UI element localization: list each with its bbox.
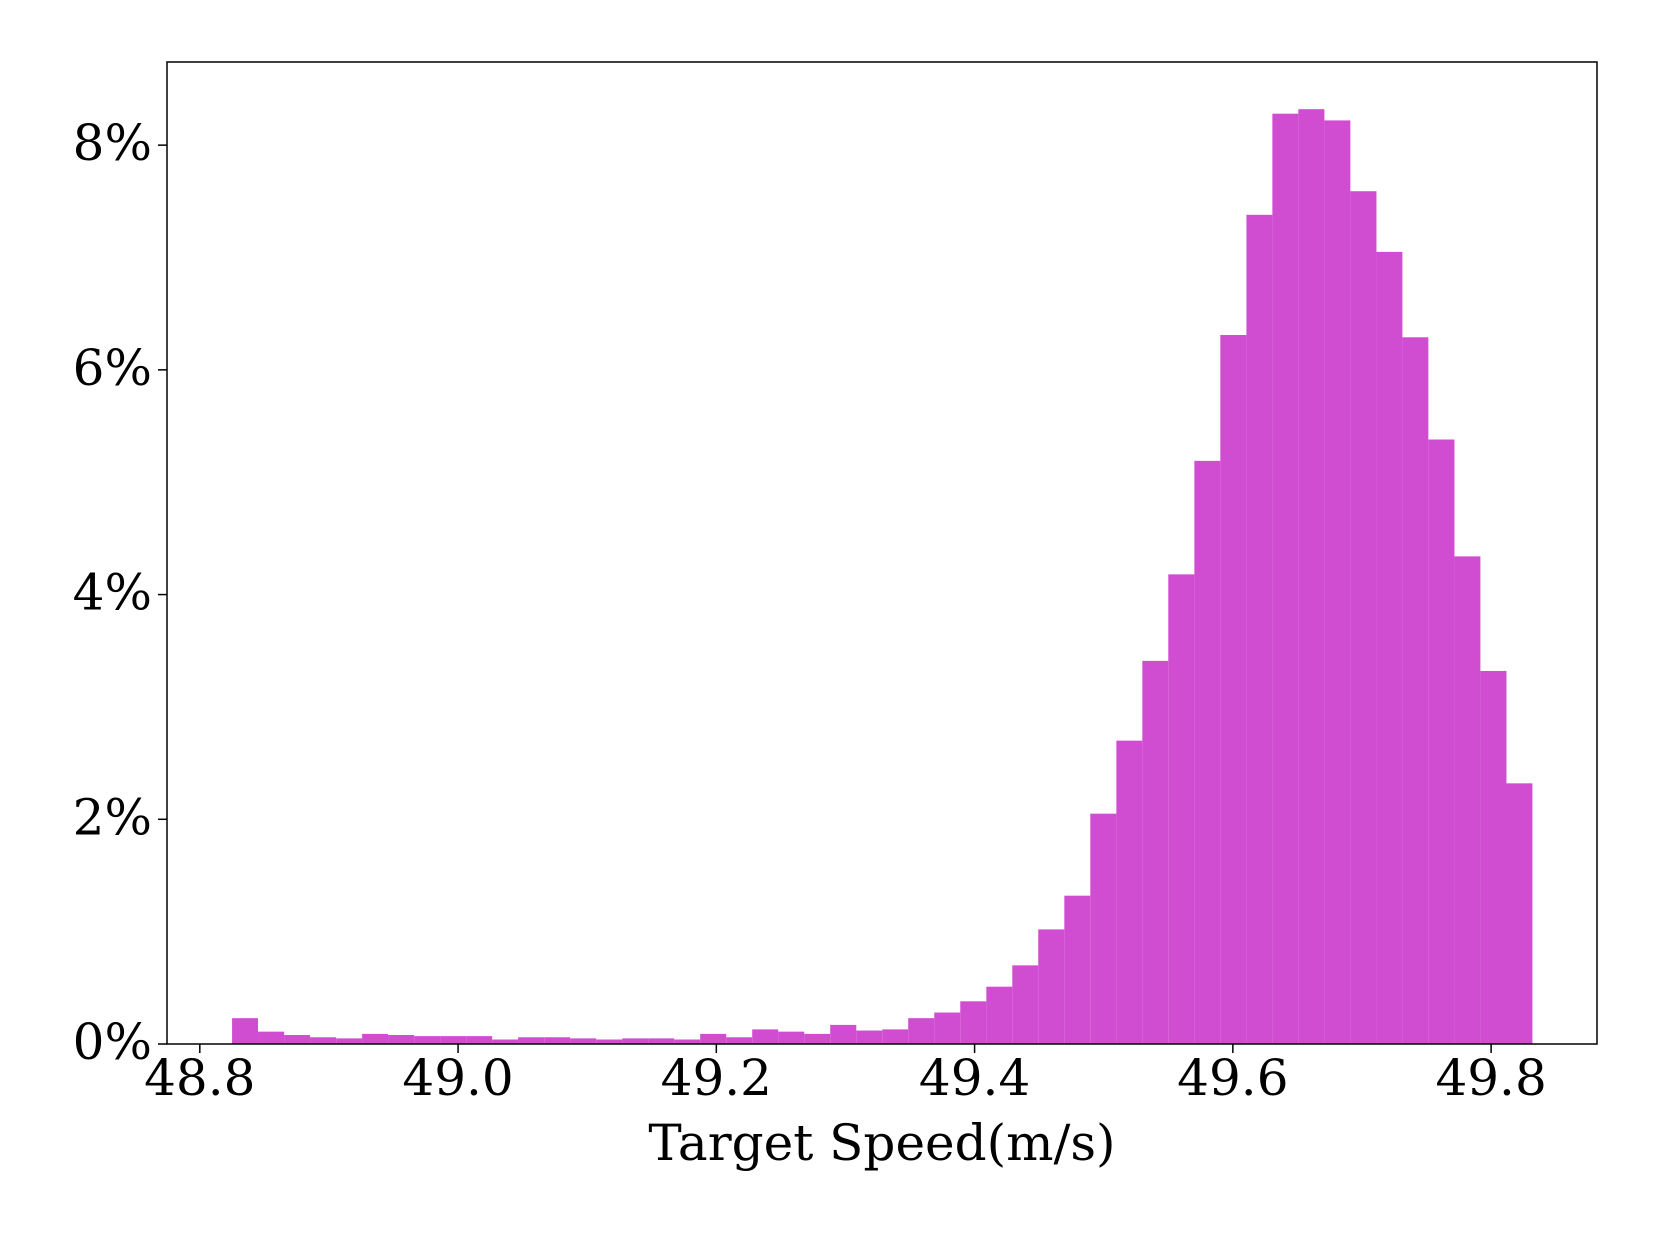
bar xyxy=(856,1030,883,1044)
bar xyxy=(336,1038,363,1044)
bar xyxy=(830,1024,857,1044)
bar xyxy=(1168,574,1195,1044)
bar xyxy=(1012,965,1039,1044)
bar xyxy=(1376,251,1403,1044)
bar xyxy=(1142,660,1169,1044)
bar xyxy=(1064,895,1091,1044)
bar xyxy=(1272,113,1299,1045)
bar xyxy=(232,1018,259,1044)
bar xyxy=(1298,109,1325,1044)
bar xyxy=(778,1031,805,1044)
bar xyxy=(1428,439,1455,1045)
bar xyxy=(804,1033,831,1044)
bar xyxy=(414,1036,441,1044)
bar xyxy=(882,1029,909,1044)
bar xyxy=(986,986,1013,1044)
x-tick-label: 49.8 xyxy=(1435,1049,1546,1107)
plot-frame xyxy=(166,61,1598,1045)
y-tick-label: 6% xyxy=(73,339,152,397)
y-tick-label: 2% xyxy=(73,788,152,846)
x-tick-label: 49.0 xyxy=(402,1049,513,1107)
bar xyxy=(1194,460,1221,1044)
y-tick-label: 0% xyxy=(73,1013,152,1071)
y-tick-label: 4% xyxy=(73,564,152,622)
bar xyxy=(908,1018,935,1044)
bar xyxy=(674,1039,701,1044)
bar xyxy=(258,1031,285,1044)
bar xyxy=(284,1035,311,1044)
bar xyxy=(596,1039,623,1044)
bar xyxy=(1402,337,1429,1044)
bar xyxy=(1116,740,1143,1044)
bar xyxy=(570,1038,597,1044)
bar xyxy=(752,1029,779,1044)
bar xyxy=(362,1033,389,1044)
bar xyxy=(934,1012,961,1044)
bar xyxy=(1090,813,1117,1044)
bar xyxy=(310,1037,337,1044)
y-tick-label: 8% xyxy=(73,114,152,172)
bar xyxy=(544,1037,571,1044)
x-tick-label: 48.8 xyxy=(144,1049,255,1107)
bar xyxy=(1220,335,1247,1044)
bar xyxy=(440,1036,467,1044)
x-tick-label: 49.2 xyxy=(661,1049,772,1107)
bar xyxy=(1350,191,1377,1045)
bar xyxy=(960,1001,987,1044)
bar xyxy=(622,1038,649,1044)
bar xyxy=(1038,929,1065,1044)
bar xyxy=(726,1037,753,1044)
bar xyxy=(700,1033,727,1044)
bar xyxy=(388,1035,415,1044)
bar xyxy=(466,1036,493,1044)
bar xyxy=(492,1039,519,1044)
bar xyxy=(1480,670,1507,1044)
x-axis-label: Target Speed(m/s) xyxy=(648,1114,1115,1172)
x-tick-label: 49.6 xyxy=(1177,1049,1288,1107)
bar xyxy=(648,1038,675,1044)
bar xyxy=(1506,783,1533,1044)
x-tick-label: 49.4 xyxy=(919,1049,1030,1107)
bar xyxy=(1454,556,1481,1044)
bar xyxy=(1324,120,1351,1044)
bar xyxy=(1246,214,1273,1045)
bar xyxy=(518,1037,545,1044)
